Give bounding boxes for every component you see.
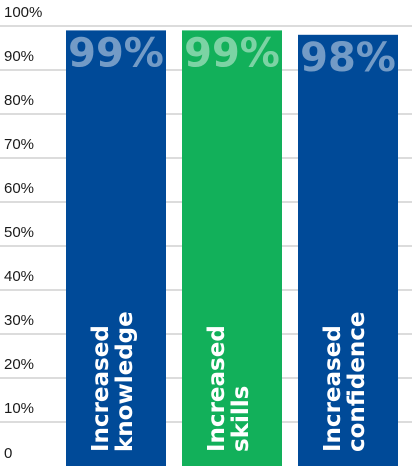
- bar-category-label: knowledge: [112, 311, 138, 452]
- y-tick-label: 10%: [4, 400, 34, 417]
- bar-category-label: Increased: [88, 325, 114, 452]
- y-tick-label: 90%: [4, 48, 34, 65]
- bar: [66, 30, 166, 466]
- bar-category-label: Increased: [320, 325, 346, 452]
- y-tick-label: 100%: [4, 4, 42, 21]
- bar: [182, 30, 282, 466]
- bar: [298, 34, 398, 466]
- y-tick-label: 70%: [4, 136, 34, 153]
- y-tick-label: 80%: [4, 92, 34, 109]
- y-tick-label: 40%: [4, 268, 34, 285]
- y-tick-label: 0: [4, 445, 12, 462]
- bars: 99%Increasedknowledge99%Increasedskills9…: [66, 30, 398, 466]
- bar-category-label: confidence: [344, 311, 370, 452]
- y-tick-label: 50%: [4, 224, 34, 241]
- y-tick-label: 60%: [4, 180, 34, 197]
- bar-value-label: 99%: [68, 30, 164, 76]
- bar-value-label: 98%: [300, 35, 396, 81]
- bar-category-label: skills: [228, 386, 254, 452]
- y-tick-label: 30%: [4, 312, 34, 329]
- y-axis-tick-labels: 0 10% 20% 30% 40% 50% 60% 70% 80% 90% 100%: [4, 4, 42, 462]
- bar-category-label: Increased: [204, 325, 230, 452]
- y-tick-label: 20%: [4, 356, 34, 373]
- bar-value-label: 99%: [184, 30, 280, 76]
